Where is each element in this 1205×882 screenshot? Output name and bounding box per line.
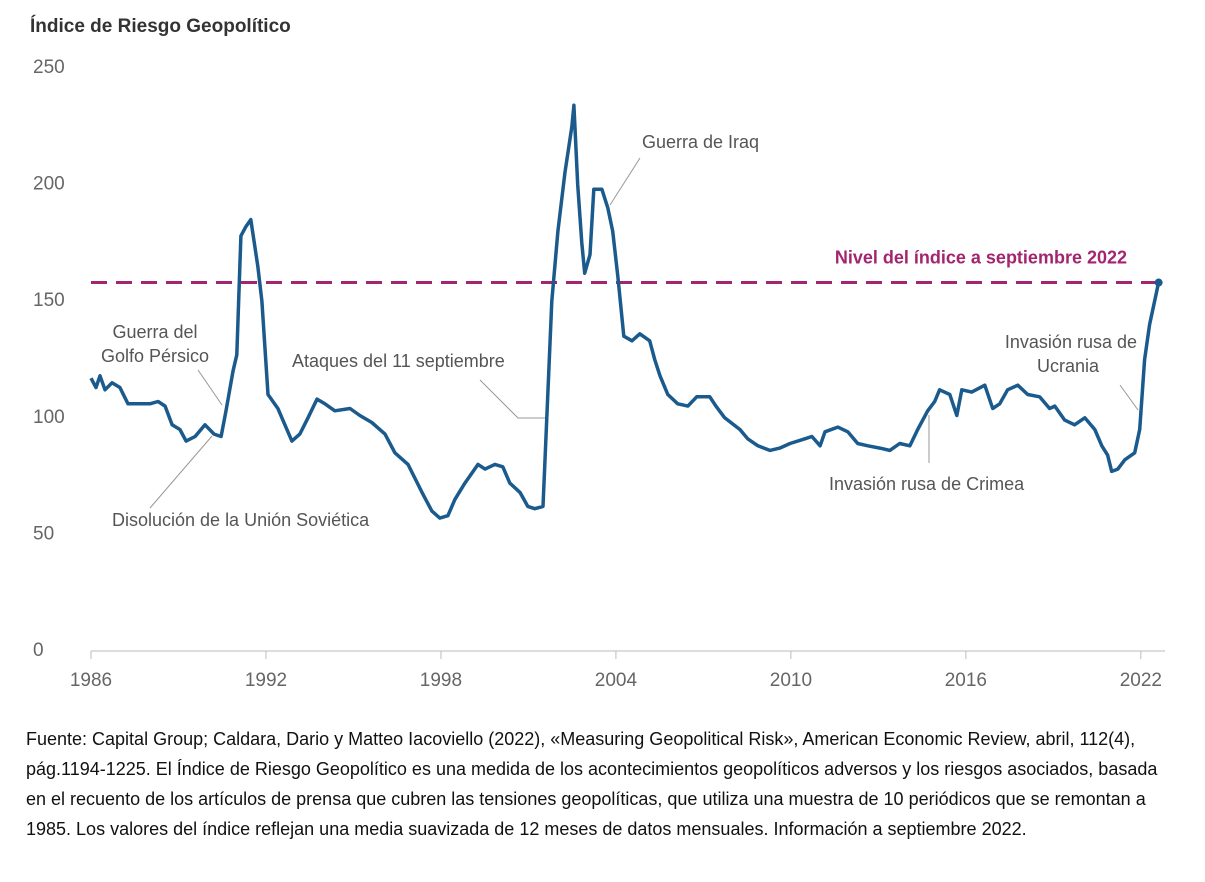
- leader-line: [149, 435, 213, 509]
- y-tick-label: 0: [33, 640, 44, 661]
- annotation: Guerra de Iraq: [642, 132, 759, 152]
- chart: Índice de Riesgo Geopolítico Guerra del …: [30, 15, 1165, 691]
- y-tick-label: 150: [33, 290, 65, 311]
- chart-title: Índice de Riesgo Geopolítico: [30, 15, 291, 37]
- annotation: Ataques del 11 septiembre: [292, 351, 505, 371]
- x-tick-label: 2022: [1120, 670, 1162, 691]
- annotation: Ucrania: [1037, 356, 1100, 376]
- leader-line: [197, 369, 223, 406]
- end-point: [1154, 278, 1163, 287]
- y-tick-label: 100: [33, 407, 65, 428]
- reference-label: Nivel del índice a septiembre 2022: [835, 247, 1127, 267]
- leader-line: [609, 157, 641, 206]
- y-tick-label: 250: [33, 57, 65, 78]
- leader-line: [1119, 384, 1139, 411]
- annotation: Disolución de la Unión Soviética: [112, 510, 370, 530]
- x-tick-label: 1998: [420, 670, 462, 691]
- leader-line: [479, 379, 545, 419]
- annotation: Invasión rusa de: [1005, 332, 1137, 352]
- source-note: Fuente: Capital Group; Caldara, Dario y …: [26, 729, 1158, 839]
- y-tick-label: 200: [33, 174, 65, 195]
- x-tick-label: 1992: [245, 670, 287, 691]
- annotation: Guerra del: [112, 322, 197, 342]
- leaders: [149, 157, 1139, 509]
- annotation: Golfo Pérsico: [101, 346, 209, 366]
- x-tick-label: 1986: [70, 670, 112, 691]
- x-tick-label: 2010: [770, 670, 812, 691]
- x-tick-label: 2016: [945, 670, 987, 691]
- x-tick-label: 2004: [595, 670, 638, 691]
- data-line: [89, 103, 1161, 520]
- y-tick-label: 50: [33, 523, 54, 544]
- annotation: Invasión rusa de Crimea: [829, 474, 1025, 494]
